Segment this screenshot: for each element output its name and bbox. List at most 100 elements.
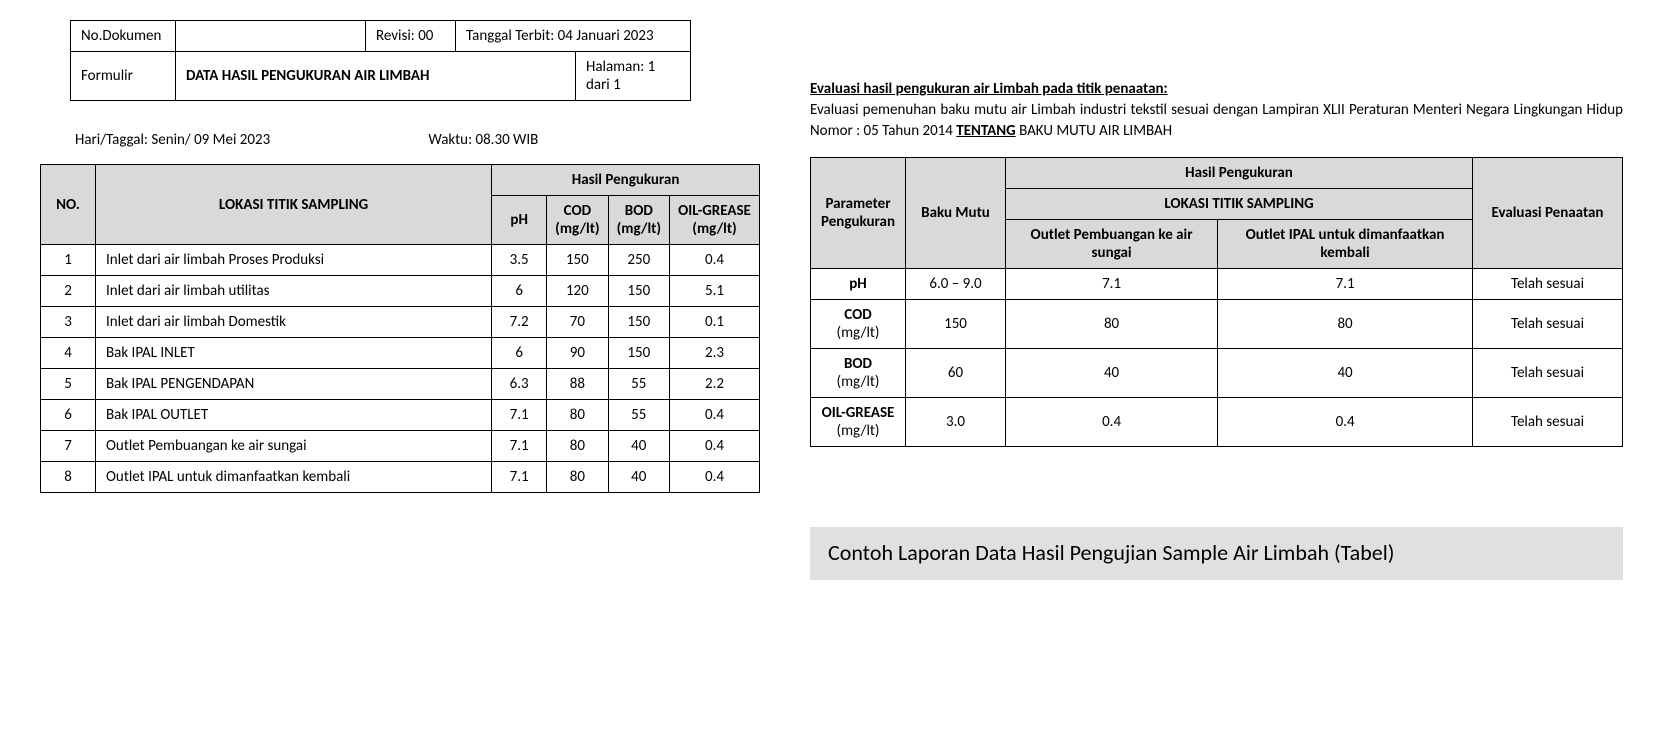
cell-cod: 88 [547,369,608,400]
cell-ph: 7.1 [492,462,547,493]
cell-bod: 250 [608,245,669,276]
cell-lokasi: Outlet IPAL untuk dimanfaatkan kembali [96,462,492,493]
sampling-table: NO. LOKASI TITIK SAMPLING Hasil Pengukur… [40,164,760,493]
cell-no: 4 [41,338,96,369]
cell-eval: Telah sesuai [1473,269,1623,300]
cell-cod: 70 [547,307,608,338]
cell-param: OIL-GREASE(mg/lt) [811,398,906,447]
cell-oil: 2.2 [670,369,760,400]
halaman-cell: Halaman: 1 dari 1 [576,52,691,101]
th-baku: Baku Mutu [906,158,1006,269]
doc-info-row-2: Formulir DATA HASIL PENGUKURAN AIR LIMBA… [71,52,691,101]
caption-box: Contoh Laporan Data Hasil Pengujian Samp… [810,527,1623,580]
th-no: NO. [41,165,96,245]
cell-oil: 0.4 [670,245,760,276]
th-oil: OIL-GREASE (mg/lt) [670,196,760,245]
cell-bod: 150 [608,307,669,338]
doc-no-value [176,21,366,52]
th-bod: BOD (mg/lt) [608,196,669,245]
cell-baku: 60 [906,349,1006,398]
cell-bod: 150 [608,338,669,369]
cell-ph: 6 [492,338,547,369]
evaluation-tbody: pH6.0 – 9.07.17.1Telah sesuaiCOD(mg/lt)1… [811,269,1623,447]
th-param: Parameter Pengukuran [811,158,906,269]
cell-eval: Telah sesuai [1473,300,1623,349]
table-row: 2Inlet dari air limbah utilitas61201505.… [41,276,760,307]
table-row: pH6.0 – 9.07.17.1Telah sesuai [811,269,1623,300]
cell-eval: Telah sesuai [1473,349,1623,398]
cell-lokasi: Bak IPAL INLET [96,338,492,369]
cell-bod: 40 [608,431,669,462]
sampling-tbody: 1Inlet dari air limbah Proses Produksi3.… [41,245,760,493]
cell-bod: 150 [608,276,669,307]
cell-baku: 150 [906,300,1006,349]
formulir-title: DATA HASIL PENGUKURAN AIR LIMBAH [176,52,576,101]
cell-ph: 6 [492,276,547,307]
cell-cod: 150 [547,245,608,276]
cell-oil: 0.1 [670,307,760,338]
cell-bod: 40 [608,462,669,493]
formulir-label: Formulir [71,52,176,101]
cell-param: BOD(mg/lt) [811,349,906,398]
cell-no: 1 [41,245,96,276]
cell-lokasi: Bak IPAL OUTLET [96,400,492,431]
cell-cod: 80 [547,431,608,462]
cell-lokasi: Inlet dari air limbah utilitas [96,276,492,307]
meta-date: Hari/Taggal: Senin/ 09 Mei 2023 [75,131,425,149]
cell-out1: 0.4 [1006,398,1218,447]
cell-lokasi: Outlet Pembuangan ke air sungai [96,431,492,462]
cell-oil: 0.4 [670,431,760,462]
th-ph: pH [492,196,547,245]
cell-ph: 3.5 [492,245,547,276]
cell-baku: 3.0 [906,398,1006,447]
cell-cod: 80 [547,462,608,493]
evaluation-table: Parameter Pengukuran Baku Mutu Hasil Pen… [810,157,1623,447]
cell-no: 8 [41,462,96,493]
th-evaluasi: Evaluasi Penaatan [1473,158,1623,269]
cell-param: pH [811,269,906,300]
table-row: 8Outlet IPAL untuk dimanfaatkan kembali7… [41,462,760,493]
cell-baku: 6.0 – 9.0 [906,269,1006,300]
tanggal-terbit-cell: Tanggal Terbit: 04 Januari 2023 [456,21,691,52]
table-row: 4Bak IPAL INLET6901502.3 [41,338,760,369]
cell-lokasi: Inlet dari air limbah Domestik [96,307,492,338]
th-eval-hasil: Hasil Pengukuran [1006,158,1473,189]
cell-out2: 0.4 [1218,398,1473,447]
cell-out2: 7.1 [1218,269,1473,300]
cell-ph: 7.2 [492,307,547,338]
cell-oil: 0.4 [670,462,760,493]
cell-out1: 7.1 [1006,269,1218,300]
cell-no: 6 [41,400,96,431]
table-row: BOD(mg/lt)604040Telah sesuai [811,349,1623,398]
th-cod: COD (mg/lt) [547,196,608,245]
evaluation-body-underlined: TENTANG [956,122,1015,140]
left-column: No.Dokumen Revisi: 00 Tanggal Terbit: 04… [40,20,760,580]
th-eval-lokasi: LOKASI TITIK SAMPLING [1006,189,1473,220]
cell-oil: 2.3 [670,338,760,369]
cell-no: 2 [41,276,96,307]
meta-line: Hari/Taggal: Senin/ 09 Mei 2023 Waktu: 0… [75,131,760,149]
cell-cod: 120 [547,276,608,307]
doc-info-row-1: No.Dokumen Revisi: 00 Tanggal Terbit: 04… [71,21,691,52]
table-row: 5Bak IPAL PENGENDAPAN6.388552.2 [41,369,760,400]
evaluation-body-post: BAKU MUTU AIR LIMBAH [1016,122,1172,140]
table-row: 7Outlet Pembuangan ke air sungai7.180400… [41,431,760,462]
th-hasil: Hasil Pengukuran [492,165,760,196]
table-row: 3Inlet dari air limbah Domestik7.2701500… [41,307,760,338]
doc-info-table: No.Dokumen Revisi: 00 Tanggal Terbit: 04… [70,20,691,101]
cell-out1: 40 [1006,349,1218,398]
cell-lokasi: Inlet dari air limbah Proses Produksi [96,245,492,276]
evaluation-body: Evaluasi pemenuhan baku mutu air Limbah … [810,100,1623,142]
cell-oil: 5.1 [670,276,760,307]
table-row: 1Inlet dari air limbah Proses Produksi3.… [41,245,760,276]
cell-out1: 80 [1006,300,1218,349]
cell-lokasi: Bak IPAL PENGENDAPAN [96,369,492,400]
cell-bod: 55 [608,369,669,400]
cell-param: COD(mg/lt) [811,300,906,349]
cell-out2: 80 [1218,300,1473,349]
table-row: COD(mg/lt)1508080Telah sesuai [811,300,1623,349]
cell-bod: 55 [608,400,669,431]
cell-ph: 7.1 [492,400,547,431]
doc-no-label: No.Dokumen [71,21,176,52]
th-outlet-1: Outlet Pembuangan ke air sungai [1006,220,1218,269]
